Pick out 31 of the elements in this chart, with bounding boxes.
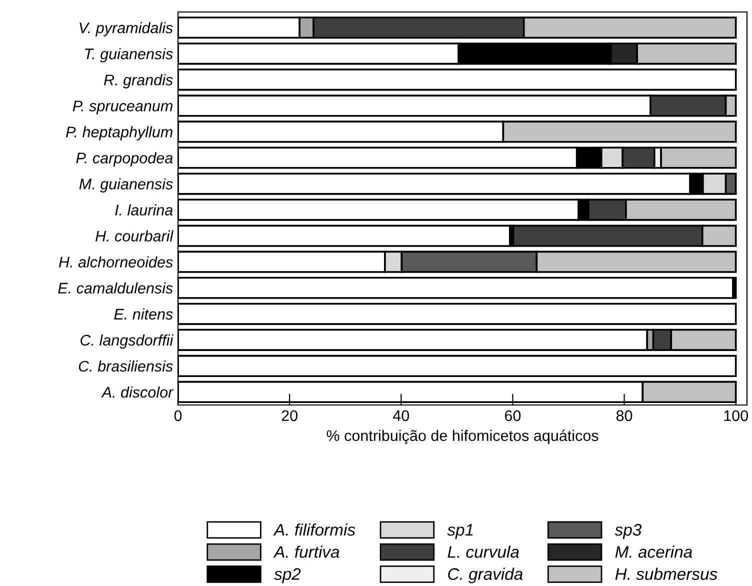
y-tick-label: P. spruceanum [72,100,172,114]
y-tick-label: A. discolor [101,386,174,398]
legend-label: C. gravida [448,568,523,584]
y-tick-label: C. langsdorffii [80,334,174,349]
y-tick-label: P. heptaphyllum [66,126,172,140]
y-tick-label: H. alchorneoides [58,256,173,268]
legend-label: A. filiformis [273,523,356,536]
legend-label: H. submersus [615,568,718,580]
x-tick-label: 0 [174,410,182,422]
y-tick-label: H. courbaril [96,230,174,242]
y-tick-label: P. carpopodea [76,152,173,166]
y-tick-label: C. brasiliensis [78,360,173,372]
x-axis-title: % contribuição de hifomicetos aquáticos [326,430,598,444]
x-tick-label: 40 [392,410,410,422]
legend-label: sp1 [447,524,473,540]
y-tick-label: V. pyramidalis [80,22,173,36]
y-tick-label: T. guianensis [85,48,173,62]
x-tick-label: 100 [724,410,748,422]
y-tick-label: I. laurina [115,204,173,216]
legend-label: sp2 [274,568,301,584]
x-tick-label: 80 [616,410,632,422]
y-tick-label: M. guianensis [79,178,173,192]
x-tick-label: 20 [282,410,298,422]
x-tick-label: 60 [504,410,521,422]
y-tick-label: R. grandis [104,74,173,88]
legend-label: A. furtiva [273,546,340,558]
y-tick-label: E. nitens [114,308,173,320]
y-tick-label: E. camaldulensis [58,282,173,294]
legend-label: L. curvula [448,546,519,558]
legend-label: sp3 [614,524,642,540]
legend-label: M. acerina [615,546,692,558]
